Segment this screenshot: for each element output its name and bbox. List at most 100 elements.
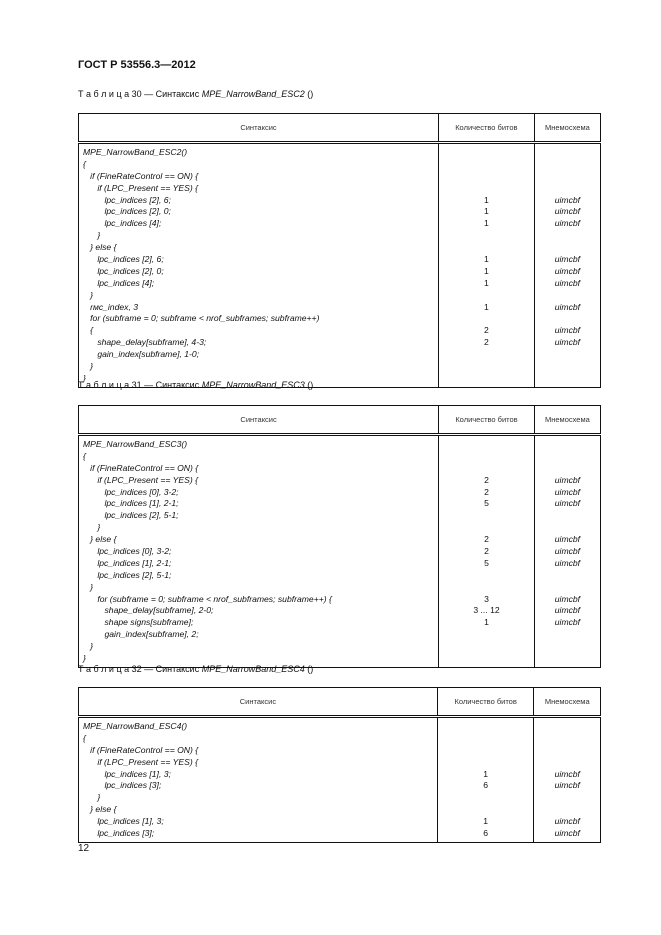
mnemonic-value — [535, 641, 600, 653]
syntax-line: if (LPC_Present == YES) { — [83, 182, 198, 193]
bits-value: 2 — [484, 546, 489, 557]
bits-value: 3 ... 12 — [473, 605, 500, 616]
syntax-line: if (LPC_Present == YES) { — [83, 474, 198, 485]
bits-value — [439, 147, 534, 159]
mnemonic-value — [535, 147, 600, 159]
syntax-line: if (FineRateControl == ON) { — [83, 462, 199, 473]
caption-prefix: Т а б л и ц а 30 — Синтаксис — [78, 89, 202, 99]
syntax-line: } — [83, 230, 101, 241]
bits-value — [439, 171, 534, 183]
syntax-line: MPE_NarrowBand_ESC2() — [83, 147, 188, 157]
syntax-line: if (FineRateControl == ON) { — [83, 170, 199, 181]
column-header-syntax: Синтаксис — [78, 405, 440, 436]
syntax-line: } else { — [83, 534, 117, 545]
mnemonic-value — [534, 792, 600, 804]
syntax-line: } else { — [83, 242, 117, 253]
syntax-line: gain_index[subframe], 2; — [83, 629, 199, 640]
syntax-line: } — [83, 361, 94, 372]
mnemonic-value — [535, 349, 600, 361]
bits-value — [439, 349, 534, 361]
syntax-line: gain_index[subframe], 1-0; — [83, 349, 200, 360]
bits-value: 3 — [484, 593, 489, 604]
syntax-table-32: Синтаксис Количество битов Мнемосхема MPE_N… — [78, 687, 601, 843]
bits-value — [438, 721, 534, 733]
mnemonic-value: uimcbf — [554, 277, 581, 288]
bits-value: 1 — [483, 277, 489, 288]
body-row: MPE_NarrowBand_ESC3(){ if (FineRateContr… — [78, 434, 602, 668]
syntax-line: for (subframe = 0; subframe < nrof_subfr… — [83, 593, 332, 604]
mnemonic-value: uimcbf — [554, 194, 581, 205]
syntax-line: lpc_indices [2], 0; — [83, 206, 171, 217]
bits-value — [439, 313, 534, 325]
table-31-caption: Т а б л и ц а 31 — Синтаксис MPE_NarrowB… — [78, 380, 313, 390]
header-row: Синтаксис Количество битов Мнемосхема — [78, 405, 602, 436]
bits-value: 6 — [483, 828, 489, 839]
bits-value: 1 — [484, 617, 489, 628]
bits-value — [439, 230, 534, 242]
mnemonic-value — [535, 653, 600, 665]
bits-value — [439, 361, 534, 373]
mnemonic-value — [535, 373, 600, 385]
mnemonic-value: uimcbf — [554, 534, 581, 545]
syntax-line: lpc_indices [0], 3-2; — [83, 546, 172, 557]
syntax-line: lpc_indices [2], 6; — [83, 254, 164, 265]
mnemonic-value — [534, 721, 600, 733]
bits-value: 2 — [484, 486, 489, 497]
bits-value: 1 — [483, 301, 489, 312]
syntax-line: lpc_indices [1], 2-1; — [83, 557, 172, 568]
column-header-bits: Количество битов — [438, 405, 535, 436]
syntax-line: { — [83, 325, 94, 336]
mnemonic-value: uimcbf — [554, 325, 581, 336]
bits-value: 1 — [483, 218, 489, 229]
bits-value — [439, 570, 534, 582]
syntax-line: lpc_indices [2], 5-1; — [83, 569, 172, 580]
mnemonic-value: uimcbf — [554, 486, 581, 497]
mnemonic-value — [535, 463, 600, 475]
mnemonic-value: uimcbf — [554, 254, 581, 265]
bits-value: 1 — [483, 816, 489, 827]
document-header: ГОСТ Р 53556.3—2012 — [78, 59, 196, 71]
bits-value: 2 — [483, 325, 489, 336]
syntax-line: if (FineRateControl == ON) { — [83, 744, 199, 755]
mnemonic-value: uimcbf — [554, 301, 581, 312]
syntax-line: lpc_indices [0], 3-2; — [83, 486, 179, 497]
mnemonic-value — [534, 745, 600, 757]
header-row: Синтаксис Количество битов Мнемосхема — [78, 687, 601, 718]
bits-value: 1 — [483, 768, 489, 779]
mnemonic-value: uimcbf — [554, 593, 581, 604]
table-32-caption: Т а б л и ц а 32 — Синтаксис MPE_NarrowB… — [78, 664, 313, 674]
syntax-table-31: Синтаксис Количество битов Мнемосхема MPE_N… — [78, 405, 602, 668]
body-row: MPE_NarrowBand_ESC2() { if (FineRateContr… — [78, 142, 602, 388]
syntax-line: } — [83, 653, 86, 664]
mnemonic-value — [535, 290, 600, 302]
syntax-line: lpc_indices [1], 3; — [83, 816, 164, 827]
syntax-line: shape_delay[subframe], 2-0; — [83, 605, 214, 616]
syntax-line: MPE_NarrowBand_ESC3() — [83, 439, 188, 449]
mnemonic-value — [535, 582, 600, 594]
syntax-line: for (subframe = 0; subframe < nrof_subfr… — [83, 313, 320, 324]
mnemonic-value — [535, 183, 600, 195]
mnemonic-value — [535, 570, 600, 582]
bits-value: 5 — [484, 557, 489, 568]
mnemonic-value — [535, 230, 600, 242]
mnemonic-value — [535, 159, 600, 171]
column-header-syntax: Синтаксис — [78, 113, 439, 144]
mnemonic-value-column: uimcbf uimcbf uimcbf uimcbf uimcbf uimcbf uimc… — [534, 142, 602, 388]
table-30-caption: Т а б л и ц а 30 — Синтаксис MPE_NarrowB… — [78, 89, 313, 99]
caption-prefix: Т а б л и ц а 31 — Синтаксис — [78, 380, 202, 390]
bits-value — [439, 510, 534, 522]
bits-value: 5 — [484, 498, 489, 509]
bits-value: 1 — [483, 206, 489, 217]
mnemonic-value: uimcbf — [554, 337, 581, 348]
caption-prefix: Т а б л и ц а 32 — Синтаксис — [78, 664, 202, 674]
mnemonic-value: uimcbf — [554, 780, 580, 791]
syntax-line: MPE_NarrowBand_ESC4() — [83, 721, 188, 731]
caption-suffix: () — [304, 664, 314, 674]
syntax-line: if (LPC_Present == YES) { — [83, 756, 198, 767]
syntax-line-column: MPE_NarrowBand_ESC3(){ if (FineRateContr… — [78, 434, 440, 668]
bits-value — [439, 629, 534, 641]
bits-value — [439, 653, 534, 665]
bits-value: 1 — [483, 194, 489, 205]
